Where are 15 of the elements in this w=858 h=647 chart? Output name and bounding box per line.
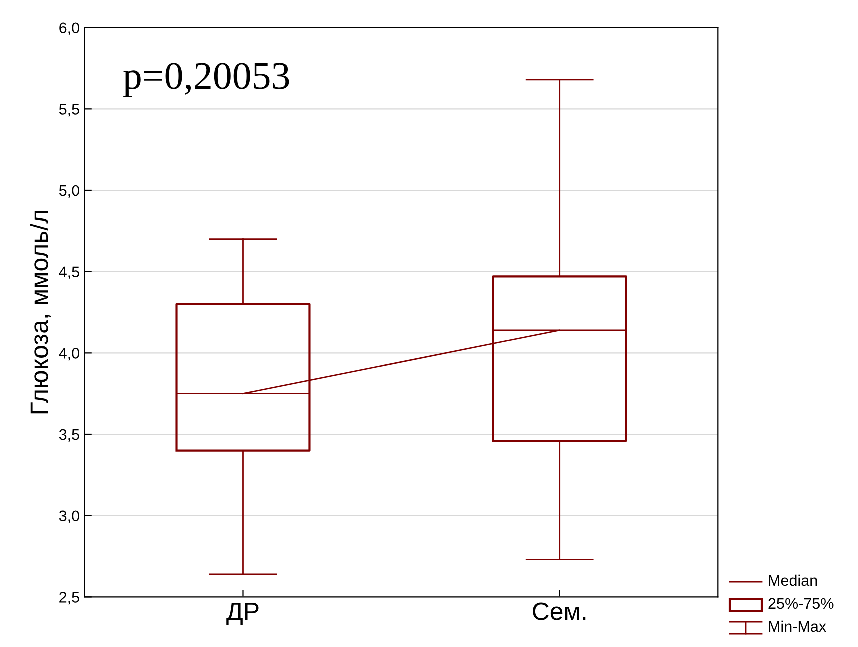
y-tick-label: 6,0: [60, 22, 80, 36]
y-tick-label: 2,5: [60, 592, 80, 605]
y-tick-label: 4,5: [59, 266, 80, 280]
y-tick-label: 3,5: [59, 429, 80, 442]
y-tick-label: 4,0: [59, 348, 80, 361]
y-tick-label: 5,0: [59, 185, 80, 198]
y-tick-label: 5,5: [59, 104, 80, 117]
text: Min-Max: [769, 620, 826, 632]
annotation: p=0,20053: [124, 63, 290, 98]
x-tick-label: ДР: [226, 602, 259, 626]
y-tick-label: 3,0: [59, 510, 80, 524]
text: Median: [769, 574, 818, 586]
y-axis-title: Глюкоза, ммоль/л: [30, 211, 52, 414]
text: 25%-75%: [768, 598, 834, 610]
x-tick-label: Сем.: [533, 602, 586, 620]
